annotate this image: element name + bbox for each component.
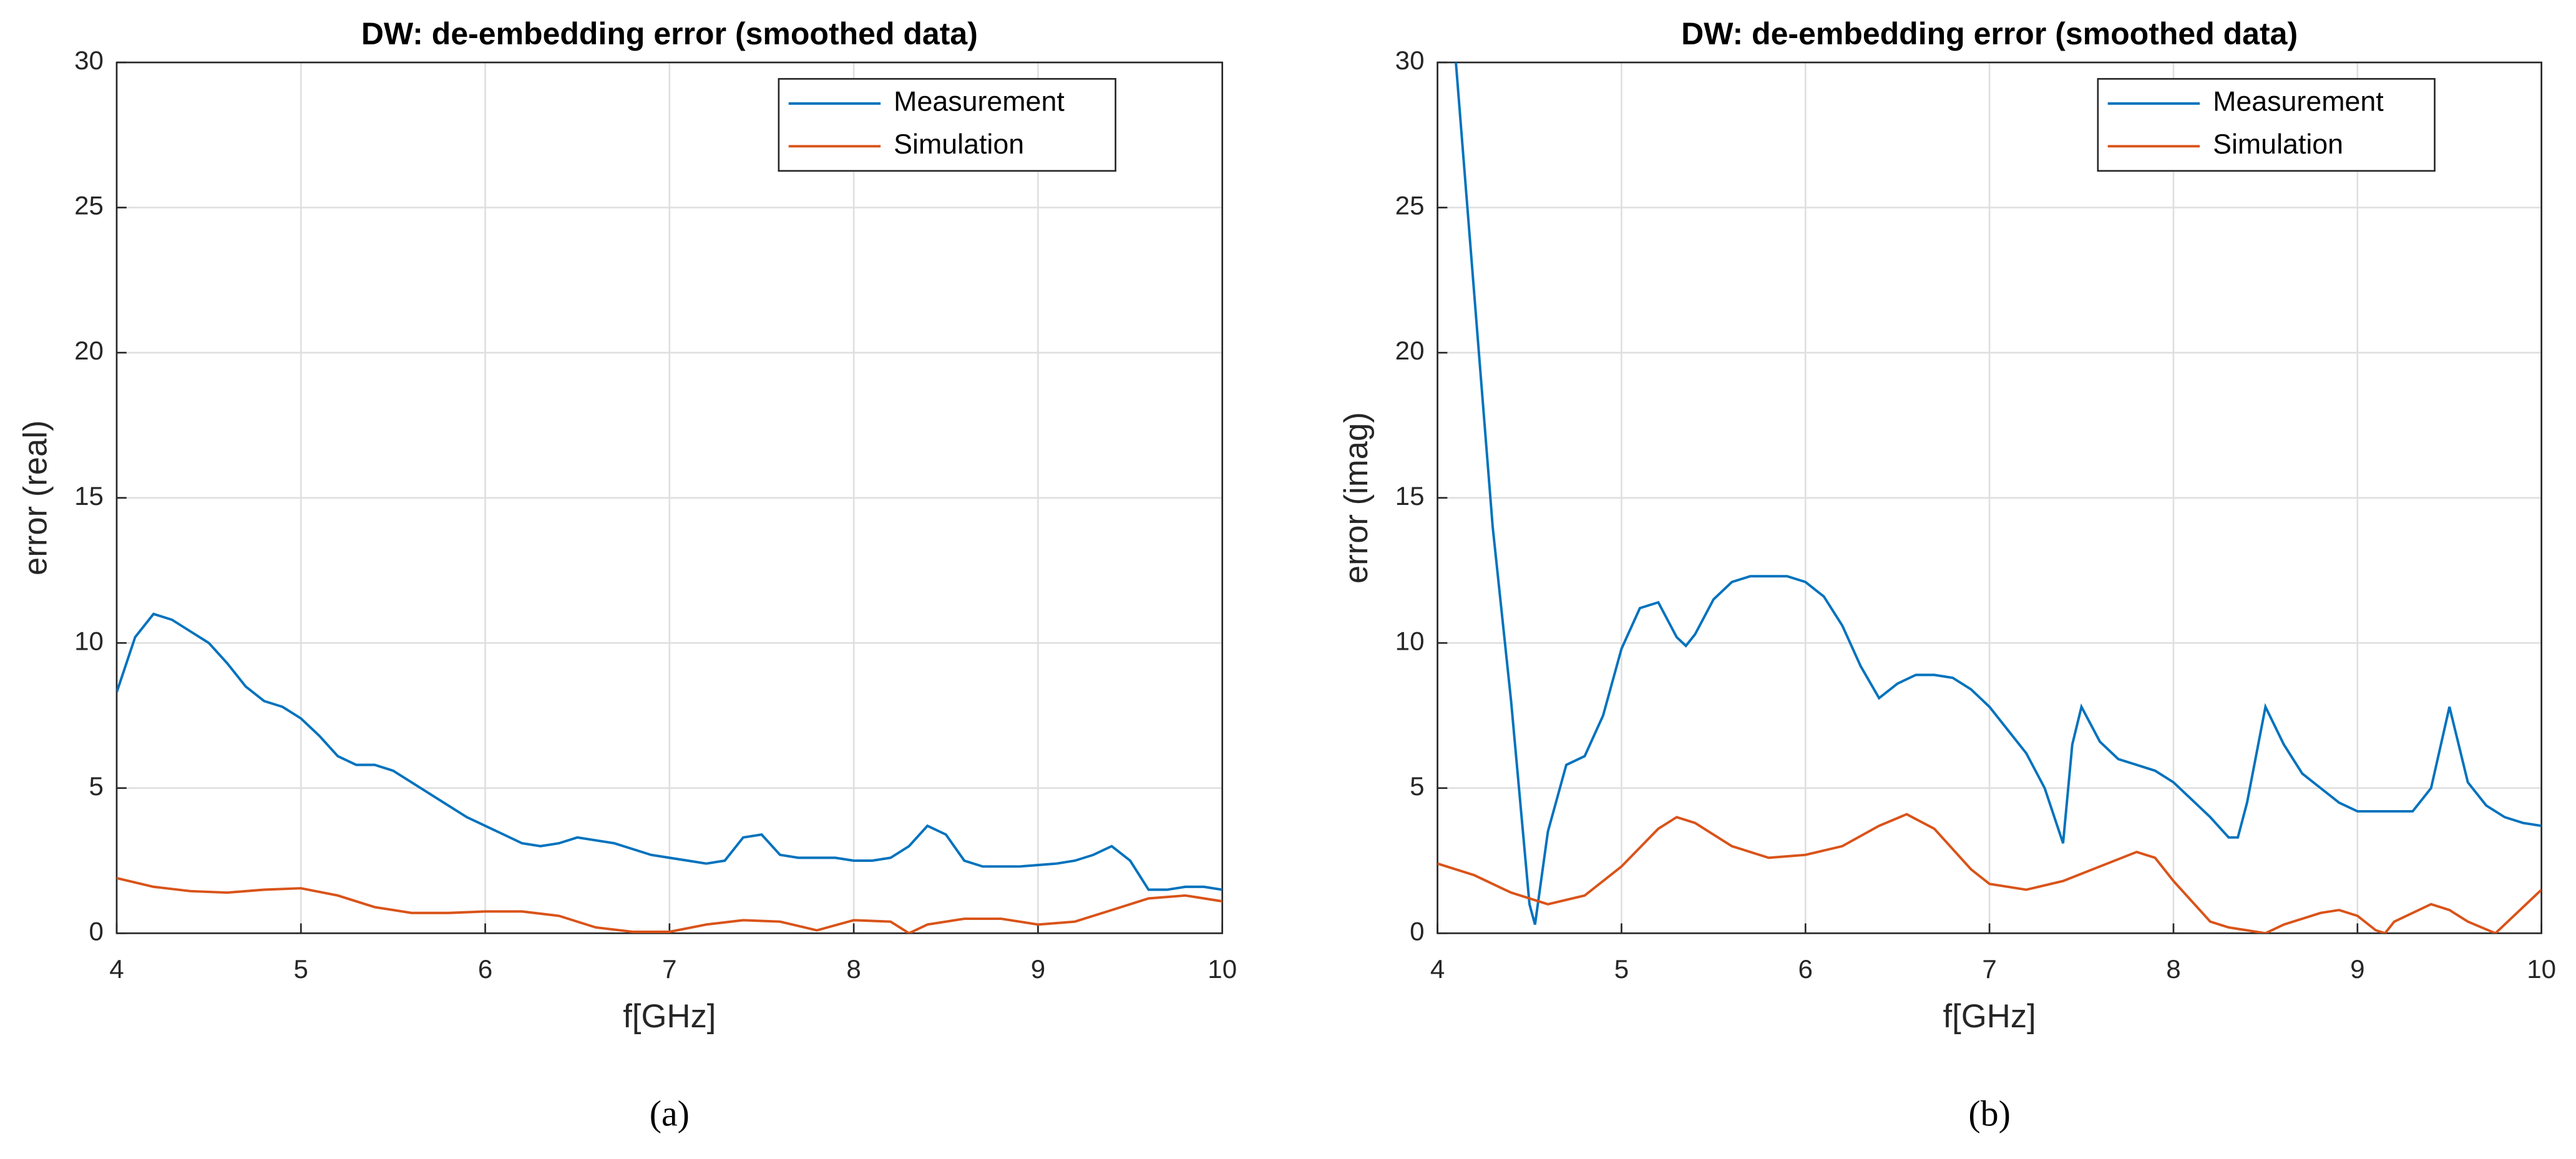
legend-label: Simulation bbox=[894, 129, 1024, 160]
x-tick-label: 10 bbox=[2527, 954, 2556, 984]
legend-box bbox=[778, 78, 1116, 172]
chart-title: DW: de-embedding error (smoothed data) bbox=[361, 16, 978, 51]
y-axis-label: error (imag) bbox=[1338, 412, 1375, 584]
axes-frame bbox=[115, 61, 1224, 934]
x-tick-label: 9 bbox=[1031, 954, 1045, 984]
y-tick-label: 20 bbox=[74, 336, 104, 365]
x-tick-label: 5 bbox=[1614, 954, 1629, 984]
legend-label: Measurement bbox=[2213, 86, 2384, 117]
x-axis-label: f[GHz] bbox=[623, 998, 716, 1035]
y-tick-label: 0 bbox=[1410, 916, 1424, 946]
legend-label: Measurement bbox=[894, 86, 1065, 117]
legend-label: Simulation bbox=[2213, 129, 2343, 160]
x-tick-label: 7 bbox=[1982, 954, 1996, 984]
x-tick-label: 10 bbox=[1208, 954, 1237, 984]
y-tick-label: 10 bbox=[1395, 626, 1425, 655]
y-tick-label: 5 bbox=[89, 771, 104, 801]
axes-frame bbox=[1437, 61, 2542, 934]
x-tick-label: 7 bbox=[662, 954, 676, 984]
data-line bbox=[1455, 62, 2542, 925]
y-tick-label: 25 bbox=[74, 191, 104, 220]
y-axis-label: error (real) bbox=[17, 420, 54, 575]
data-line bbox=[1437, 813, 2542, 934]
x-tick-label: 6 bbox=[478, 954, 492, 984]
x-tick-label: 6 bbox=[1798, 954, 1813, 984]
y-tick-label: 15 bbox=[1395, 481, 1425, 511]
data-line bbox=[116, 612, 1222, 891]
y-tick-label: 10 bbox=[74, 626, 104, 655]
y-tick-label: 15 bbox=[74, 481, 104, 511]
y-tick-label: 25 bbox=[1395, 191, 1425, 220]
legend-box bbox=[2097, 78, 2436, 172]
x-axis-label: f[GHz] bbox=[1943, 998, 2036, 1035]
x-tick-label: 8 bbox=[2166, 954, 2180, 984]
x-tick-label: 4 bbox=[1430, 954, 1445, 984]
caption: (b) bbox=[1968, 1093, 2011, 1133]
x-tick-label: 5 bbox=[294, 954, 308, 984]
caption: (a) bbox=[650, 1093, 690, 1133]
x-tick-label: 4 bbox=[109, 954, 124, 984]
y-tick-label: 30 bbox=[1395, 46, 1425, 75]
y-tick-label: 20 bbox=[1395, 336, 1425, 365]
chart-title: DW: de-embedding error (smoothed data) bbox=[1681, 16, 2298, 51]
y-tick-label: 0 bbox=[89, 916, 104, 946]
data-line bbox=[116, 876, 1222, 934]
y-tick-label: 5 bbox=[1410, 771, 1424, 801]
y-tick-label: 30 bbox=[74, 46, 104, 75]
x-tick-label: 9 bbox=[2350, 954, 2364, 984]
x-tick-label: 8 bbox=[846, 954, 861, 984]
